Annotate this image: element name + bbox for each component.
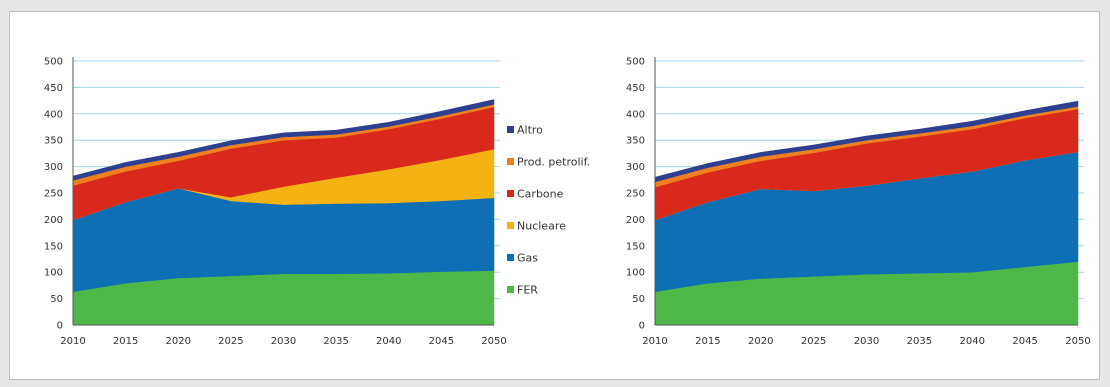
x-tick-label: 2045 [1012, 336, 1037, 347]
x-tick-label: 2020 [166, 336, 191, 347]
x-tick-label: 2015 [695, 336, 720, 347]
chart-1: 0 50 100 150 200 250 300 350 400 450 500 2010 2015 20… [44, 57, 590, 348]
y-tick-label: 350 [44, 136, 63, 147]
y-tick-label: 500 [626, 57, 645, 68]
legend-label-fer: FER [517, 284, 538, 297]
y-tick-label: 200 [626, 215, 645, 226]
legend-label-gas: Gas [517, 252, 538, 265]
x-tick-label: 2010 [642, 336, 667, 347]
area-altro [654, 100, 1079, 183]
y-tick-label: 300 [44, 162, 63, 173]
y-tick-label: 450 [626, 83, 645, 94]
x-tick-label: 2030 [854, 336, 879, 347]
y-tick-label: 200 [44, 215, 63, 226]
y-tick-label: 150 [44, 241, 63, 252]
x-tick-label: 2025 [801, 336, 826, 347]
legend-label-prod-petrolif: Prod. petrolif. [517, 156, 590, 169]
x-tick-label: 2020 [748, 336, 773, 347]
legend-swatch-carbone [507, 190, 514, 197]
y-tick-label: 50 [632, 294, 645, 305]
x-tick-label: 2035 [323, 336, 348, 347]
legend-label-altro: Altro [517, 124, 543, 137]
x-tick-label: 2050 [1065, 336, 1090, 347]
y-tick-label: 150 [626, 241, 645, 252]
y-tick-label: 100 [626, 268, 645, 279]
area-altro [72, 99, 495, 181]
x-tick-label: 2015 [113, 336, 138, 347]
y-tick-label: 500 [44, 57, 63, 68]
legend-swatch-prod-petrolif [507, 158, 514, 165]
x-tick-label: 2035 [907, 336, 932, 347]
y-tick-label: 250 [626, 189, 645, 200]
legend-swatch-nucleare [507, 222, 514, 229]
y-tick-label: 50 [50, 294, 63, 305]
y-tick-label: 350 [626, 136, 645, 147]
legend-swatch-gas [507, 254, 514, 261]
x-tick-label: 2030 [271, 336, 296, 347]
legend-label-carbone: Carbone [517, 188, 564, 201]
y-tick-label: 100 [44, 268, 63, 279]
legend: Altro Prod. petrolif. Carbone Nucleare Gas FE… [507, 124, 590, 297]
x-tick-label: 2045 [429, 336, 454, 347]
chart-2: 0 50 100 150 200 250 300 350 400 450 500 2010 2015 20… [626, 57, 1091, 348]
y-tick-label: 400 [626, 109, 645, 120]
y-tick-label: 450 [44, 83, 63, 94]
x-tick-label: 2040 [960, 336, 985, 347]
x-tick-label: 2040 [376, 336, 401, 347]
legend-swatch-altro [507, 126, 514, 133]
y-tick-label: 0 [639, 321, 645, 332]
y-tick-label: 0 [57, 321, 63, 332]
y-tick-label: 250 [44, 189, 63, 200]
legend-swatch-fer [507, 286, 514, 293]
y-tick-label: 400 [44, 109, 63, 120]
x-tick-label: 2010 [60, 336, 85, 347]
x-tick-label: 2025 [218, 336, 243, 347]
legend-label-nucleare: Nucleare [517, 220, 566, 233]
x-tick-label: 2050 [481, 336, 506, 347]
y-tick-label: 300 [626, 162, 645, 173]
